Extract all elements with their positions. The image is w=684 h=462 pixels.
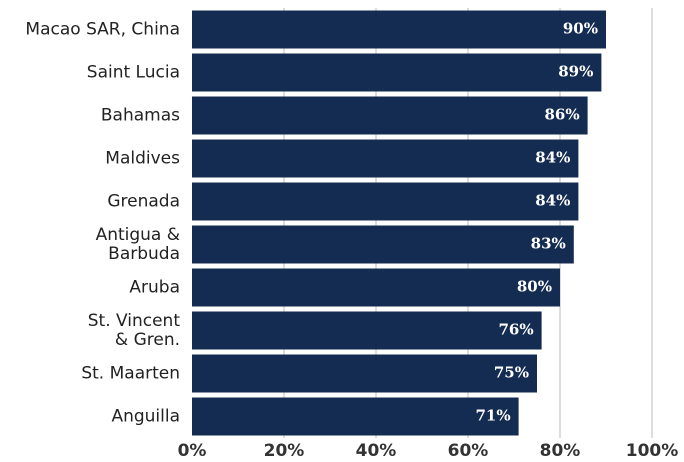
bar	[192, 53, 602, 92]
bar	[192, 182, 579, 221]
bar	[192, 311, 542, 350]
value-label: 83%	[531, 235, 566, 253]
category-label: Macao SAR, China	[25, 20, 180, 40]
x-tick-label: 40%	[356, 441, 397, 461]
bar	[192, 10, 606, 49]
category-label: Maldives	[105, 149, 180, 169]
category-label: St. Vincent & Gren.	[88, 311, 181, 350]
value-label: 71%	[475, 407, 510, 425]
value-label: 75%	[494, 364, 529, 382]
x-tick-label: 80%	[540, 441, 581, 461]
value-label: 89%	[558, 63, 593, 81]
x-tick-label: 20%	[264, 441, 305, 461]
bar	[192, 354, 537, 393]
bar	[192, 397, 519, 436]
category-label: St. Maarten	[81, 364, 180, 384]
category-label: Antigua & Barbuda	[96, 225, 180, 264]
category-label: Anguilla	[111, 407, 180, 427]
x-tick-label: 0%	[178, 441, 207, 461]
category-label: Bahamas	[101, 106, 180, 126]
value-label: 84%	[535, 192, 570, 210]
value-label: 84%	[535, 149, 570, 167]
x-tick-label: 100%	[626, 441, 679, 461]
bar	[192, 96, 588, 135]
value-label: 90%	[563, 20, 598, 38]
value-label: 86%	[544, 106, 579, 124]
bar	[192, 139, 579, 178]
value-label: 76%	[498, 321, 533, 339]
bar	[192, 225, 574, 264]
category-label: Saint Lucia	[87, 63, 180, 83]
x-tick-label: 60%	[448, 441, 489, 461]
bar	[192, 268, 560, 307]
value-label: 80%	[517, 278, 552, 296]
category-label: Aruba	[129, 278, 180, 298]
category-label: Grenada	[107, 192, 180, 212]
